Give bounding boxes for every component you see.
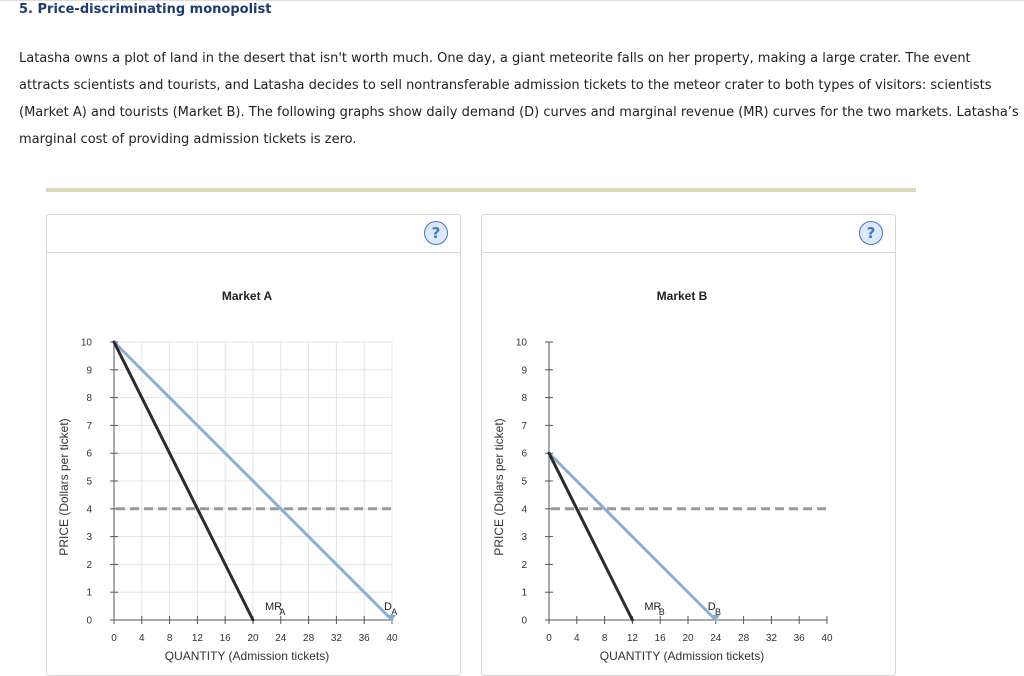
y-tick-label: 5 <box>86 477 92 488</box>
x-tick-label: 40 <box>386 633 398 644</box>
x-tick-label: 36 <box>794 633 806 644</box>
x-tick-label: 24 <box>710 633 722 644</box>
y-tick-label: 0 <box>521 616 527 627</box>
demand-label: D <box>708 601 716 613</box>
chart-title: Market B <box>657 289 708 303</box>
x-tick-label: 0 <box>111 633 117 644</box>
chart-title: Market A <box>222 289 273 303</box>
y-tick-label: 6 <box>86 449 92 460</box>
x-tick-label: 0 <box>546 633 552 644</box>
y-axis-title: PRICE (Dollars per ticket) <box>492 418 506 555</box>
x-tick-label: 4 <box>574 633 580 644</box>
demand-endpoint-marker <box>388 615 396 621</box>
y-tick-label: 4 <box>86 504 92 515</box>
demand-label-subscript: B <box>715 607 721 617</box>
y-tick-label: 4 <box>521 504 527 515</box>
demand-endpoint-marker <box>711 615 720 621</box>
x-tick-label: 8 <box>602 633 608 644</box>
x-tick-label: 40 <box>821 633 833 644</box>
section-divider <box>46 188 916 192</box>
y-tick-label: 8 <box>86 393 92 404</box>
marginal-revenue-curve <box>547 451 634 622</box>
y-tick-label: 9 <box>521 365 527 376</box>
x-tick-label: 20 <box>247 633 259 644</box>
panel-toolbar <box>482 215 895 253</box>
x-tick-label: 4 <box>139 633 145 644</box>
x-tick-label: 24 <box>275 633 287 644</box>
x-tick-label: 32 <box>766 633 778 644</box>
y-tick-label: 5 <box>521 477 527 488</box>
x-tick-label: 8 <box>167 633 173 644</box>
demand-label-subscript: A <box>391 607 397 617</box>
y-tick-label: 1 <box>521 588 527 599</box>
x-tick-label: 20 <box>682 633 694 644</box>
y-tick-label: 10 <box>81 338 93 349</box>
y-tick-label: 1 <box>86 588 92 599</box>
marginal-revenue-curve <box>112 340 255 622</box>
marginal-revenue-label: MR <box>265 601 282 613</box>
x-tick-label: 28 <box>738 633 750 644</box>
y-tick-label: 10 <box>516 338 528 349</box>
demand-label: D <box>384 601 392 613</box>
x-tick-label: 16 <box>220 633 232 644</box>
x-tick-label: 36 <box>359 633 371 644</box>
y-tick-label: 2 <box>521 560 527 571</box>
y-tick-label: 7 <box>86 421 92 432</box>
help-icon[interactable]: ? <box>859 221 883 245</box>
intro-paragraph: Latasha owns a plot of land in the deser… <box>19 51 1019 147</box>
x-tick-label: 12 <box>192 633 204 644</box>
marginal-revenue-label-subscript: A <box>279 607 285 617</box>
y-tick-label: 6 <box>521 449 527 460</box>
panel-toolbar <box>47 215 460 253</box>
x-tick-label: 16 <box>655 633 667 644</box>
y-tick-label: 3 <box>86 532 92 543</box>
x-tick-label: 32 <box>331 633 343 644</box>
y-tick-label: 0 <box>86 616 92 627</box>
y-tick-label: 8 <box>521 393 527 404</box>
header-rule <box>0 0 1024 1</box>
y-tick-label: 2 <box>86 560 92 571</box>
y-tick-label: 9 <box>86 365 92 376</box>
marginal-revenue-label-subscript: B <box>659 607 665 617</box>
help-icon[interactable]: ? <box>424 221 448 245</box>
y-tick-label: 7 <box>521 421 527 432</box>
y-tick-label: 3 <box>521 532 527 543</box>
x-axis-title: QUANTITY (Admission tickets) <box>165 649 329 663</box>
graph-panel-market-b: ? <box>481 214 896 676</box>
y-axis-title: PRICE (Dollars per ticket) <box>57 418 71 555</box>
demand-curve <box>547 451 718 622</box>
demand-curve <box>112 340 394 622</box>
x-axis-title: QUANTITY (Admission tickets) <box>600 649 764 663</box>
x-tick-label: 12 <box>627 633 639 644</box>
x-tick-label: 28 <box>303 633 315 644</box>
marginal-revenue-label: MR <box>644 601 661 613</box>
page-title: 5. Price-discriminating monopolist <box>19 2 272 17</box>
